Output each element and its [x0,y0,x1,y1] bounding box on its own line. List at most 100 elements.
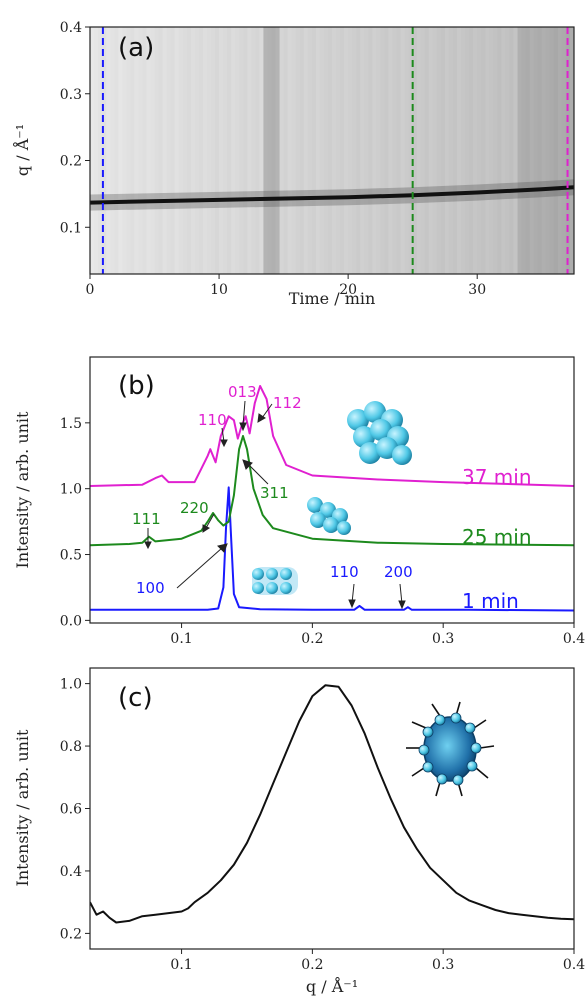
heatmap-column [521,27,527,274]
heatmap-column [557,27,563,274]
arrowhead-112 [257,413,266,423]
heatmap-column [457,27,462,274]
arrowhead-013 [239,422,247,432]
heatmap-column [174,27,180,274]
panel-a-tag: (a) [118,33,154,63]
x-tick-label: 0.4 [563,957,585,973]
heatmap-column [299,27,305,274]
heatmap-column [473,27,478,274]
series-line [90,684,574,924]
panel-a-axes: 0 10 20 30 0.1 0.2 0.3 0.4 [60,20,486,298]
panel-b-series [90,385,574,612]
heatmap-column [513,27,519,274]
heatmap-column [360,27,365,274]
arrowhead-110-37 [220,439,228,448]
panel-a-xlabel: Time / min [289,289,376,308]
heatmap-column [295,27,301,274]
arrowhead-220 [202,524,210,533]
heatmap-column [453,27,458,274]
heatmap-column [505,27,511,274]
y-tick-label: 0.6 [60,802,82,818]
heatmap-column [323,27,329,274]
heatmap-column [388,27,394,274]
y-tick-label: 0.2 [60,154,82,170]
heatmap-column [198,27,204,274]
y-tick-label: 0.4 [60,864,82,880]
heatmap-column [404,27,410,274]
heatmap-column [336,27,341,274]
x-tick-label: 0.3 [432,631,454,647]
heatmap-column [110,27,115,274]
heatmap-column [477,27,482,274]
heatmap-column [497,27,502,274]
heatmap-column [255,27,260,274]
heatmap-column [283,27,289,274]
heatmap-column [332,27,337,274]
arrowhead-200 [398,600,406,610]
heatmap-column [219,27,224,274]
x-tick-label: 0.2 [301,631,323,647]
heatmap-column [186,27,192,274]
heatmap-column [412,27,418,274]
heatmap-column [303,27,309,274]
x-tick-label: 30 [468,282,486,298]
peak-label-111: 111 [132,510,161,528]
heatmap-column [481,27,486,274]
heatmap-column [372,27,377,274]
heatmap-column [243,27,248,274]
heatmap-column [166,27,172,274]
heatmap-column [223,27,228,274]
heatmap-column [206,27,212,274]
panel-b-ylabel: Intensity / arb. unit [13,411,32,569]
panel-c-frame [89,667,575,950]
panel-b-tag: (b) [118,371,155,401]
heatmap-column [396,27,402,274]
cluster-icon-25min [307,497,351,535]
heatmap-column [569,27,574,274]
heatmap-column [436,27,442,274]
heatmap-column [348,27,353,274]
panel-b-axes: 0.1 0.2 0.3 0.4 0.0 0.5 1.0 1.5 [60,416,585,647]
heatmap-column [501,27,507,274]
heatmap-column [553,27,559,274]
cluster-icon-37min [347,401,412,465]
heatmap-column [517,27,523,274]
series-line [90,486,574,612]
panel-a: 0 10 20 30 0.1 0.2 0.3 0.4 (a) Time / min q / Å… [12,20,575,308]
heatmap-column [448,27,454,274]
heatmap-column [247,27,252,274]
heatmap-column [259,27,265,274]
heatmap-column [134,27,139,274]
heatmap-column [315,27,321,274]
heatmap-column [509,27,515,274]
panel-c-ylabel: Intensity / arb. unit [13,729,32,887]
heatmap-column [291,27,297,274]
heatmap-column [118,27,123,274]
heatmap-column [424,27,430,274]
nanoparticle-icon [406,701,495,797]
arrow-311 [247,463,269,485]
x-tick-label: 0 [86,282,95,298]
heatmap-column [138,27,144,274]
heatmap-column [239,27,244,274]
panel-c: 0.1 0.2 0.3 0.40.20.40.60.81.0 (c) q / Å⁻¹ … [13,667,585,996]
y-tick-label: 1.0 [60,482,82,498]
heatmap-column [190,27,196,274]
heatmap-column [102,27,107,274]
heatmap-column [428,27,434,274]
heatmap-column [211,27,216,274]
heatmap-column [545,27,551,274]
heatmap-column [525,27,531,274]
series-label-25min: 25 min [462,525,532,549]
y-tick-label: 0.8 [60,739,82,755]
heatmap-column [376,27,381,274]
heatmap-column [126,27,131,274]
panel-b-frame [89,356,575,624]
heatmap-column [489,27,494,274]
heatmap-column [537,27,543,274]
peak-label-311: 311 [260,484,289,502]
heatmap-column [90,27,95,274]
heatmap-column [444,27,450,274]
panel-a-ylabel: q / Å⁻¹ [12,124,32,176]
